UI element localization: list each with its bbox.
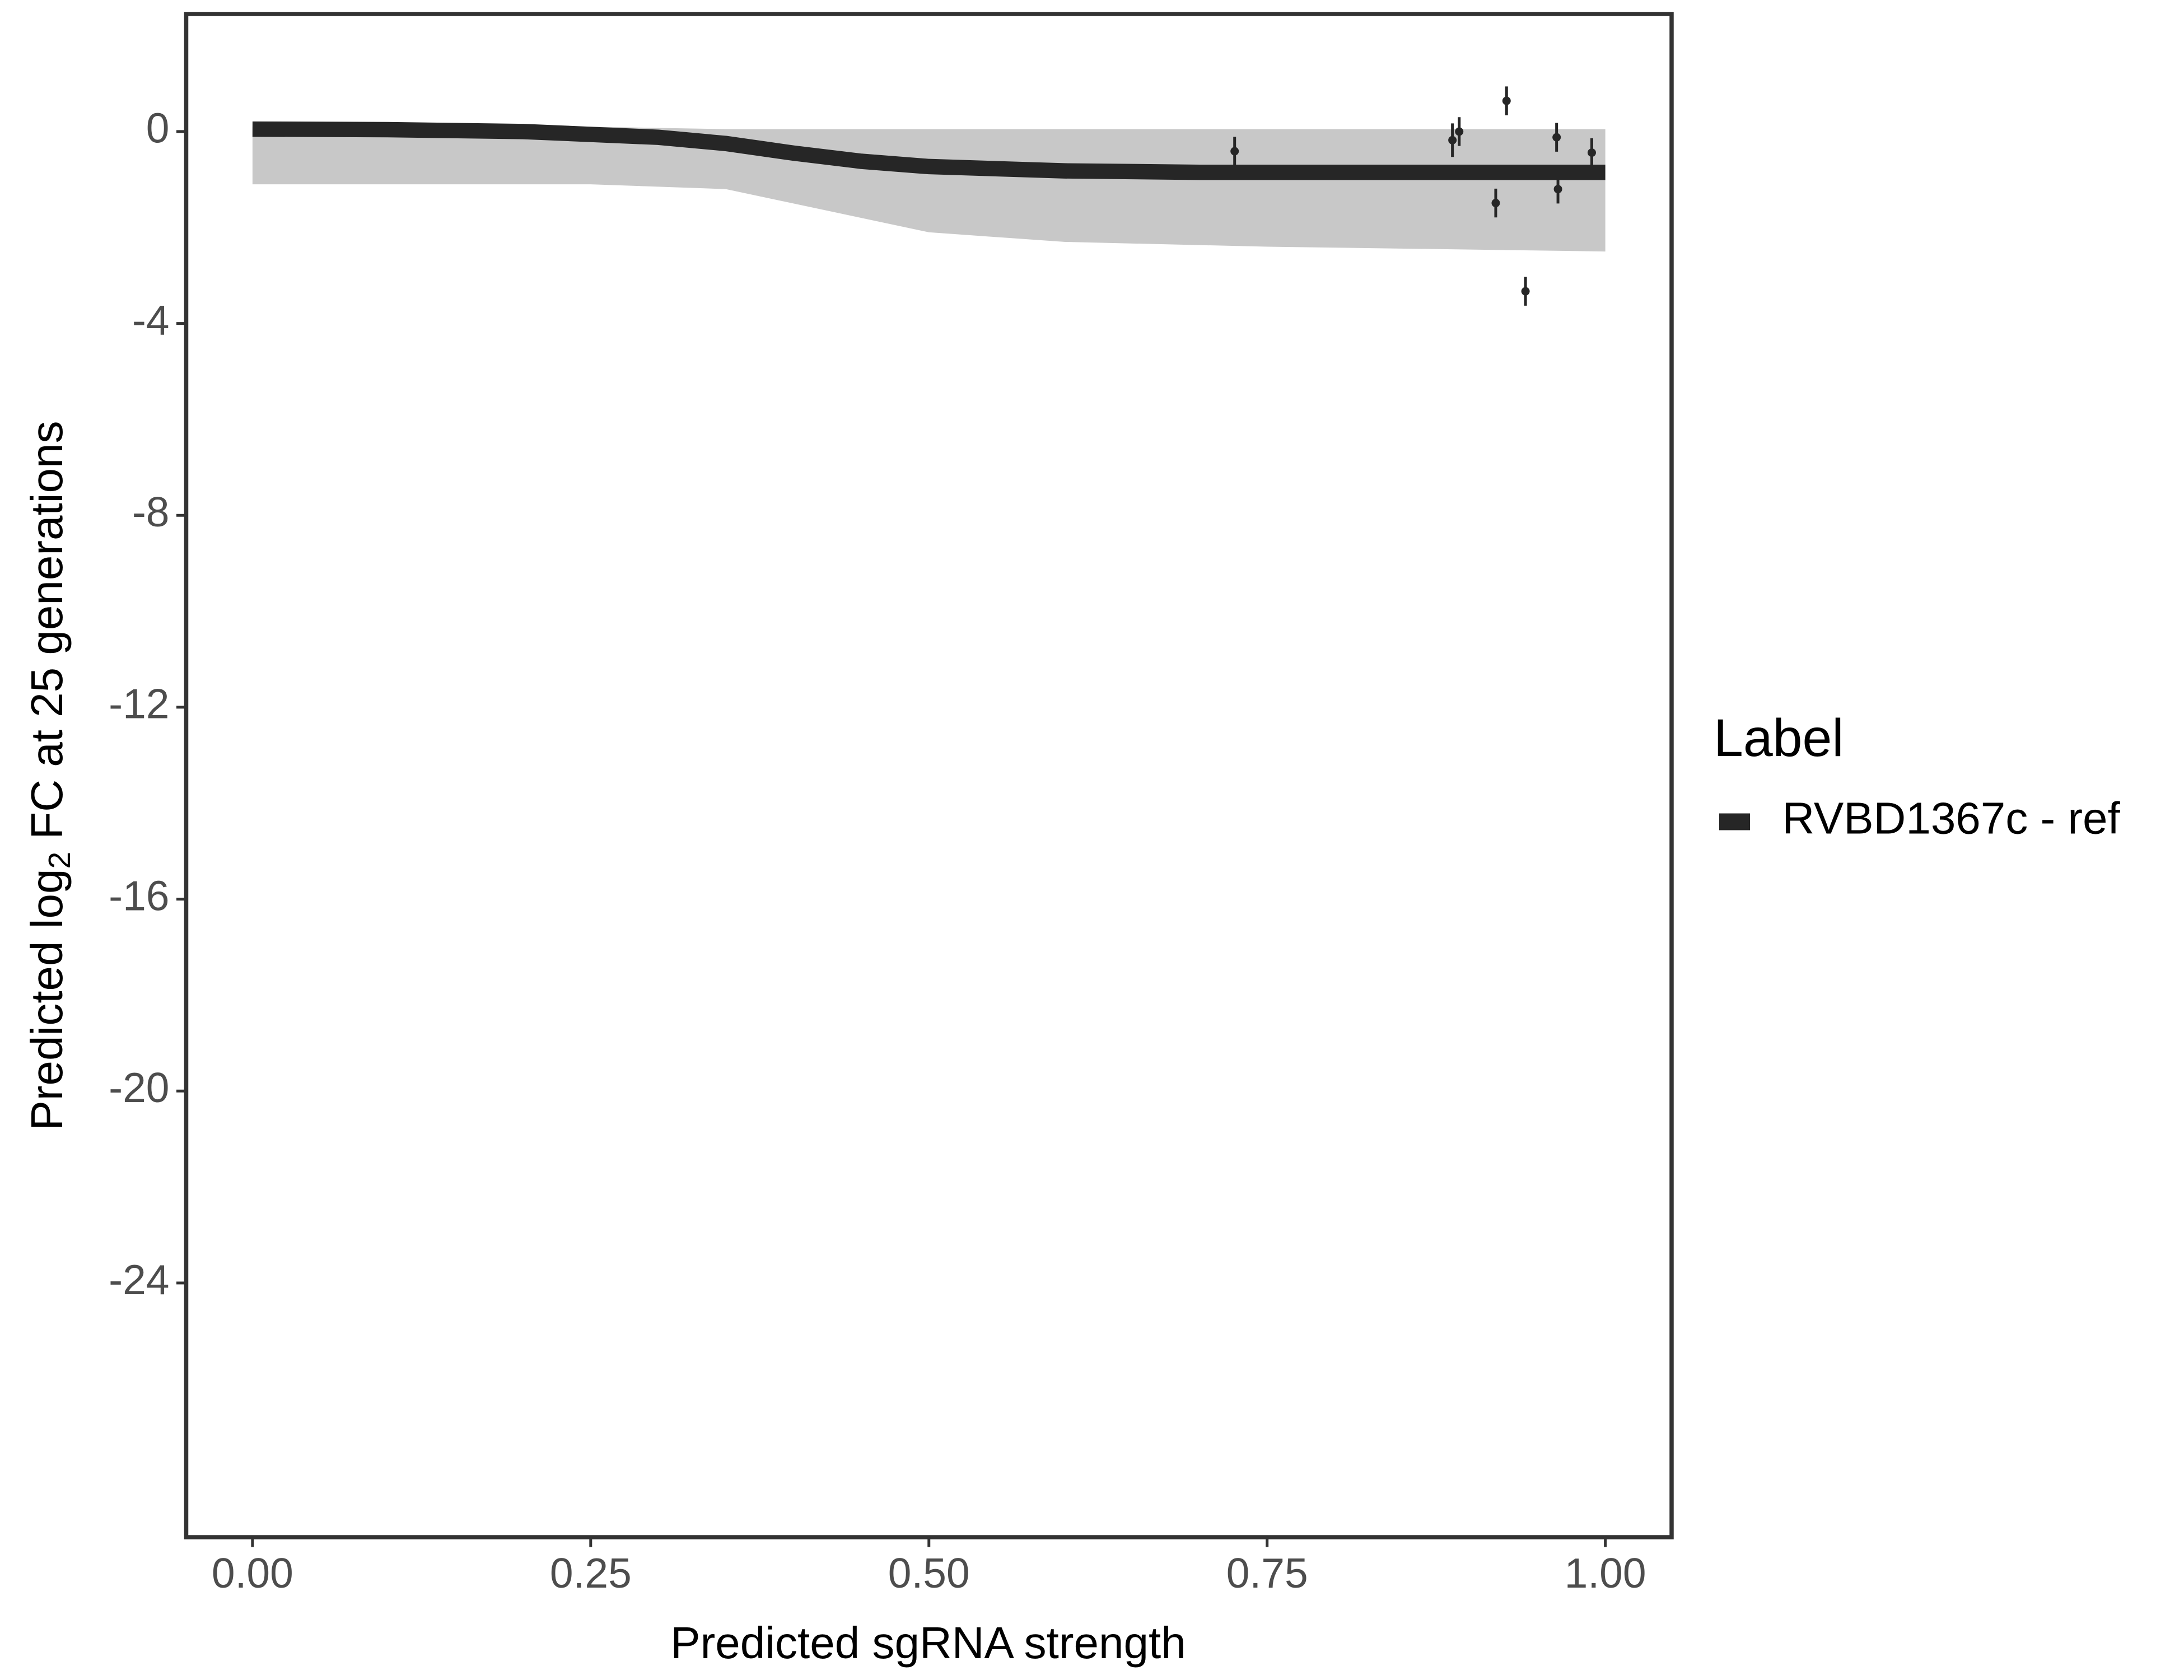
data-point <box>1455 127 1464 136</box>
legend-title: Label <box>1714 708 1844 768</box>
y-tick-label: 0 <box>146 105 170 152</box>
y-axis-title-subscript: 2 <box>42 852 77 869</box>
data-point <box>1491 199 1500 208</box>
y-tick-label: -16 <box>109 872 169 919</box>
y-axis-title-part: FC at 25 generations <box>22 421 72 852</box>
data-point <box>1552 133 1561 142</box>
x-tick-label: 1.00 <box>1565 1550 1646 1597</box>
y-tick-label: -4 <box>132 296 170 343</box>
y-axis-title-part: Predicted log <box>22 869 72 1130</box>
x-axis-title: Predicted sgRNA strength <box>670 1618 1186 1668</box>
uncertainty-band <box>252 127 1606 252</box>
data-point <box>1553 185 1562 194</box>
y-tick-label: -20 <box>109 1064 169 1111</box>
y-tick-label: -24 <box>109 1256 169 1303</box>
y-tick-label: -12 <box>109 680 169 727</box>
y-tick-label: -8 <box>132 488 170 535</box>
x-tick-label: 0.25 <box>550 1550 632 1597</box>
y-axis-title: Predicted log2 FC at 25 generations <box>22 421 76 1131</box>
legend-key <box>1719 813 1750 830</box>
x-tick-label: 0.75 <box>1226 1550 1308 1597</box>
data-point <box>1587 148 1596 157</box>
data-point <box>1521 287 1530 296</box>
x-tick-label: 0.00 <box>212 1550 293 1597</box>
fit-line <box>252 121 1606 180</box>
legend-label: RVBD1367c - ref <box>1782 794 2121 843</box>
data-point <box>1502 96 1511 105</box>
x-tick-label: 0.50 <box>888 1550 970 1597</box>
data-point <box>1448 136 1457 144</box>
data-point <box>1230 147 1239 156</box>
